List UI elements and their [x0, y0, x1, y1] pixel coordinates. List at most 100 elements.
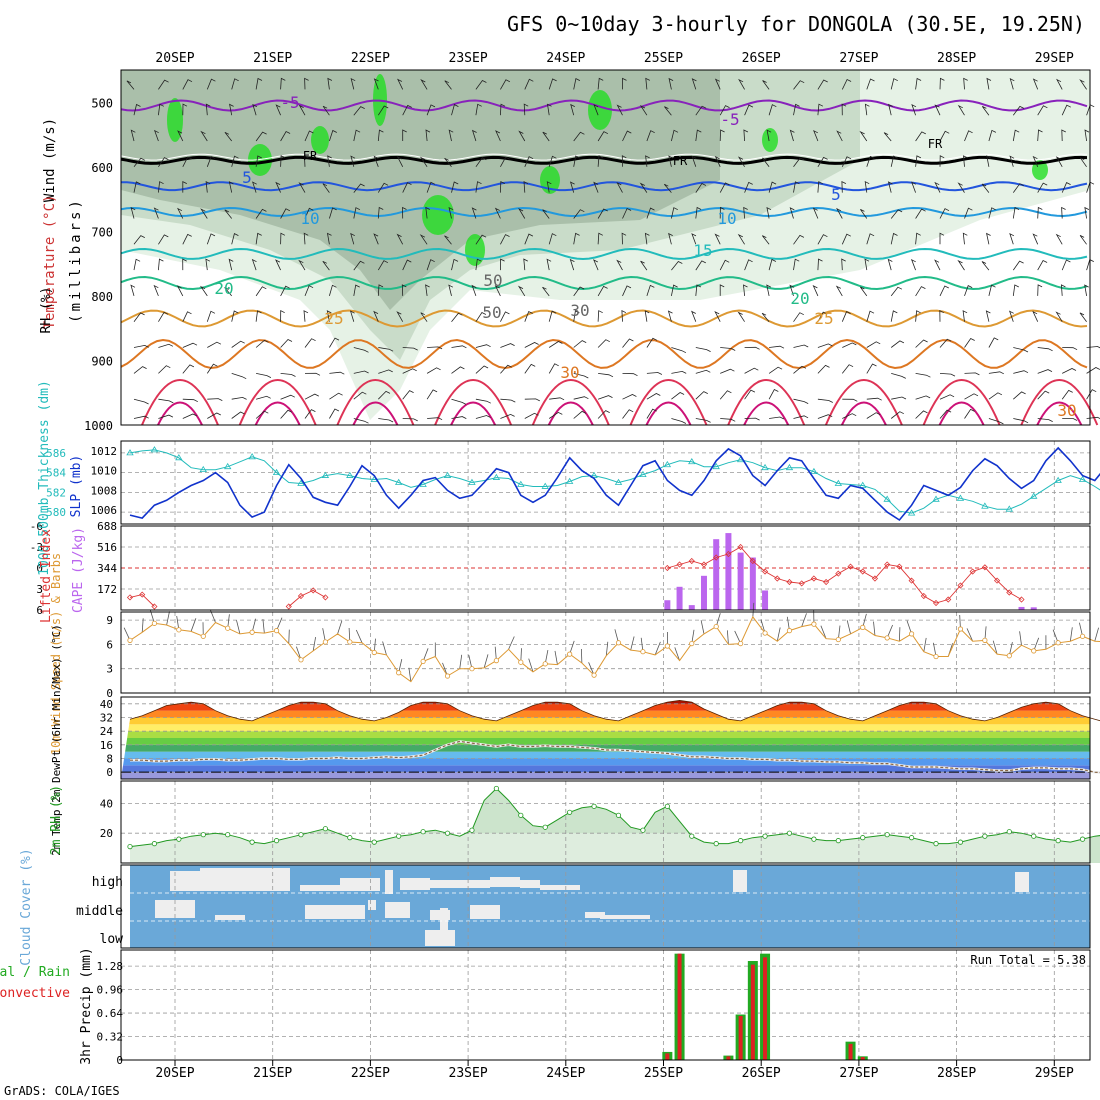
rh2m-line: [129, 787, 1100, 848]
lifted-index-point: [774, 575, 781, 582]
wind-barb: [695, 391, 708, 400]
cloud-gap: [430, 880, 490, 888]
li-tick: -6: [30, 520, 43, 533]
wind-barb: [353, 347, 369, 353]
wind-barb: [939, 285, 949, 297]
wind-barb: [182, 79, 193, 90]
wind-barb: [303, 310, 309, 322]
wind-barb: [548, 363, 559, 374]
wind-barb: [915, 373, 931, 378]
wind-barb: [524, 233, 534, 245]
isotherm-freezing-core: [120, 153, 1088, 161]
wind-barb: [671, 392, 685, 400]
wind-barb: [817, 364, 830, 374]
rh2m-line-point: [469, 827, 475, 833]
cloud-gap: [385, 902, 410, 918]
wind-barb: [817, 258, 823, 271]
wind-barb: [744, 346, 760, 350]
wind-barb: [377, 284, 384, 296]
time-label-bottom: 26SEP: [742, 1066, 781, 1081]
wind-barb: [1060, 284, 1066, 296]
rh2m-area-dark: [130, 788, 1100, 863]
thickness-line-point: [443, 471, 452, 478]
time-label-top: 20SEP: [155, 51, 194, 66]
wind-barb: [133, 258, 141, 271]
ylabel-lifted-index: Lifted Index: [39, 529, 54, 623]
wind-barb: [593, 259, 599, 271]
rh2m-line-point: [1031, 833, 1037, 839]
thickness-line-point: [1054, 476, 1062, 483]
wind-barb: [1061, 206, 1066, 219]
wind-barb: [866, 363, 877, 374]
rh2m-line-point: [738, 838, 744, 844]
wind-barb: [1009, 155, 1015, 167]
wind-barb: [426, 389, 438, 400]
cape-bar: [688, 605, 695, 610]
wind-barb: [817, 343, 833, 348]
rh2m-line-point: [1079, 836, 1086, 842]
rh2m-line-point: [396, 833, 402, 839]
rh2m-line-point: [347, 835, 353, 841]
cloud-gap: [305, 905, 365, 919]
time-axis-bottom: 20SEP 21SEP 22SEP 23SEP 24SEP 25SEP 26SEP 27SEP…: [155, 1060, 1074, 1081]
wind-barb: [199, 285, 208, 297]
wind-barb: [890, 155, 898, 167]
wind-barb: [836, 207, 843, 219]
thickness-line-point: [907, 509, 916, 516]
wind-barb: [793, 103, 800, 116]
lifted-index-point: [151, 603, 158, 610]
wind-barb: [639, 182, 648, 193]
wind-barb: [153, 129, 159, 142]
wind-barb: [671, 284, 678, 296]
wind-barb: [353, 391, 367, 400]
wind-barb: [326, 310, 332, 322]
wind-barb: [573, 209, 585, 219]
wind10m-line-point: [225, 625, 231, 631]
wind-barb: [231, 373, 247, 380]
thickness-line-point: [297, 479, 305, 486]
thickness-line-point: [175, 454, 183, 461]
wind-barb: [1012, 129, 1020, 142]
wind-barb: [303, 232, 309, 245]
rh2m-lighten: [121, 833, 1090, 863]
cloud-gap: [490, 877, 520, 887]
wind-barb: [988, 371, 1004, 375]
wind-barb: [1032, 310, 1039, 322]
wind10m-tick: 3: [106, 663, 113, 676]
wind-barb-10m: [508, 636, 515, 650]
wind-barb: [444, 80, 452, 90]
isotherm-label: 15: [693, 241, 712, 260]
isotherm-35-lobe: [434, 379, 513, 426]
lifted-index-point: [664, 564, 671, 572]
wind-barb: [573, 232, 580, 245]
wind-barb: [640, 260, 648, 271]
wind-barb: [158, 79, 169, 90]
wind-barb: [939, 232, 945, 245]
wind-barb: [769, 416, 785, 420]
wind-barb: [207, 412, 221, 419]
wind-barb: [304, 207, 314, 219]
wind-barb: [419, 234, 428, 245]
cape-tick: 172: [97, 583, 117, 596]
ylabel-precip-total: Total / Rain: [0, 965, 70, 980]
wind-barb: [327, 155, 332, 167]
temp-band: [121, 731, 1090, 738]
wind-barb-10m: [700, 620, 705, 634]
thickness-line-point: [785, 463, 794, 471]
wind-barb: [573, 286, 585, 297]
wind-barb: [542, 286, 550, 297]
wind-barb: [1013, 370, 1029, 374]
wind-barb: [695, 369, 711, 374]
wind-barb: [542, 209, 550, 219]
wind-barb: [329, 129, 337, 142]
cloud-gap: [200, 868, 290, 890]
precip-conv-bar: [665, 1053, 670, 1060]
wind10m-line-point: [1055, 640, 1061, 646]
wind-barb: [695, 418, 711, 423]
wind-barb: [303, 155, 309, 167]
wind-barb: [280, 232, 286, 245]
wind-barb: [500, 343, 515, 348]
time-label-top: 23SEP: [449, 51, 488, 66]
rh-high-blob: [167, 98, 183, 142]
wind-barb: [255, 310, 262, 322]
